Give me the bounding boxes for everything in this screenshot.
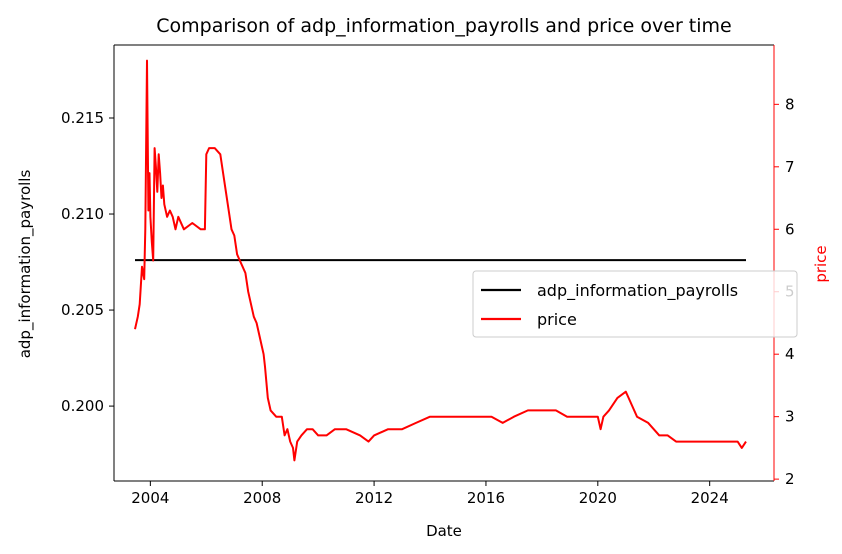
- x-axis-label: Date: [426, 522, 462, 540]
- x-tick-label: 2004: [131, 489, 169, 507]
- series-line-price: [134, 59, 747, 462]
- y-left-tick-label: 0.200: [61, 397, 104, 415]
- chart-title: Comparison of adp_information_payrolls a…: [156, 15, 731, 37]
- y-right-axis-label: price: [812, 245, 830, 282]
- x-tick-label: 2020: [579, 489, 617, 507]
- x-tick-label: 2008: [243, 489, 281, 507]
- legend-label-price: price: [537, 310, 577, 329]
- y-left-tick-label: 0.210: [61, 205, 104, 223]
- legend-label-payrolls: adp_information_payrolls: [537, 281, 738, 301]
- y-left-tick-label: 0.215: [61, 109, 104, 127]
- y-left-axis-label: adp_information_payrolls: [16, 170, 35, 359]
- x-tick-label: 2016: [467, 489, 505, 507]
- y-right-tick-label: 6: [785, 220, 795, 238]
- x-tick-label: 2024: [691, 489, 729, 507]
- y-right-tick-label: 8: [785, 95, 795, 113]
- x-tick-label: 2012: [355, 489, 393, 507]
- y-right-tick-label: 4: [785, 345, 795, 363]
- y-left-tick-label: 0.205: [61, 301, 104, 319]
- y-right-tick-label: 3: [785, 408, 795, 426]
- y-right-tick-label: 7: [785, 158, 795, 176]
- y-right-tick-label: 2: [785, 470, 795, 488]
- series-layer: [134, 59, 747, 462]
- legend: adp_information_payrolls price: [472, 270, 798, 338]
- legend-box: [472, 270, 798, 338]
